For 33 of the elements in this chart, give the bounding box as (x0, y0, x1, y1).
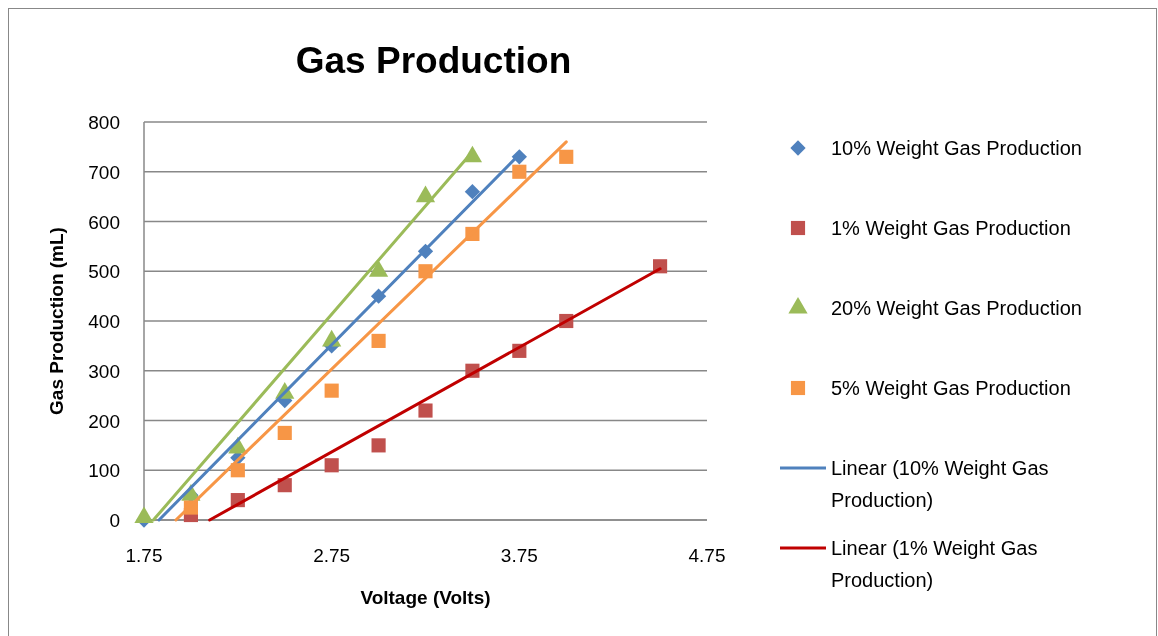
point (230, 463, 245, 478)
point (512, 164, 527, 179)
point (324, 383, 339, 398)
legend-label: 10% Weight Gas Production (831, 137, 1082, 159)
x-tick-label: 4.75 (688, 545, 726, 566)
legend-label: 20% Weight Gas Production (831, 297, 1082, 319)
legend-label: 1% Weight Gas Production (831, 217, 1071, 239)
y-tick-label: 300 (88, 360, 120, 382)
y-tick-label: 200 (88, 410, 120, 432)
point (371, 333, 386, 348)
point (464, 184, 481, 200)
point (418, 403, 433, 418)
x-tick-label: 2.75 (313, 545, 351, 566)
x-axis-title: Voltage (Volts) (360, 587, 491, 608)
y-tick-label: 700 (88, 161, 120, 183)
y-tick-label: 600 (88, 211, 120, 233)
x-tick-label: 1.75 (125, 545, 163, 566)
y-tick-label: 0 (109, 510, 120, 531)
legend-label: Linear (10% Weight Gas Production) (831, 457, 1049, 511)
chart-title: Gas Production (295, 40, 572, 81)
point (559, 149, 574, 164)
y-axis-title: Gas Production (mL) (46, 227, 67, 415)
point (371, 438, 386, 453)
legend-label: Linear (1% Weight Gas Production) (831, 537, 1038, 591)
y-tick-label: 100 (88, 460, 120, 482)
y-tick-label: 800 (88, 112, 120, 133)
y-tick-label: 400 (88, 311, 120, 332)
y-tick-label: 500 (88, 261, 120, 283)
point (418, 264, 433, 279)
point (277, 425, 292, 441)
x-tick-label: 3.75 (500, 545, 538, 566)
legend-label: 5% Weight Gas Production (831, 377, 1071, 399)
point (324, 458, 339, 473)
